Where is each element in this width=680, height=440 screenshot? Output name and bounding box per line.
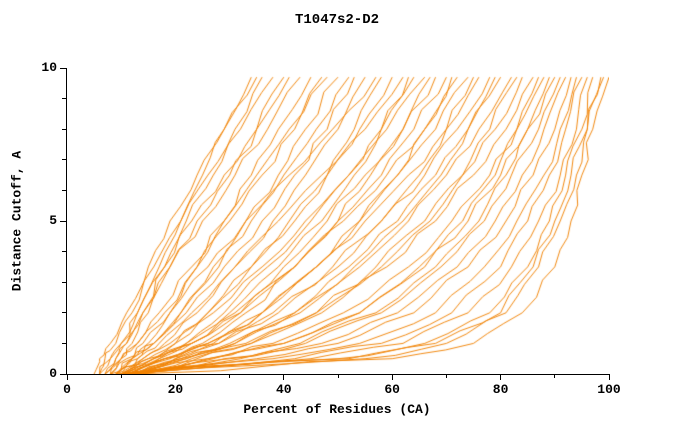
y-major-tick: [60, 67, 66, 69]
y-minor-tick: [62, 98, 66, 100]
x-major-tick: [174, 374, 176, 380]
x-tick-label: 100: [597, 382, 621, 397]
plot-area: 0 20 40 60 80 100 0 5 10: [41, 60, 620, 397]
curves-canvas: [67, 68, 609, 374]
chart-title: T1047s2-D2: [294, 12, 379, 28]
x-minor-tick: [229, 374, 231, 378]
x-major-tick: [608, 374, 610, 380]
y-minor-tick: [62, 342, 66, 344]
y-minor-tick: [62, 312, 66, 314]
y-minor-tick: [62, 189, 66, 191]
x-axis-label: Percent of Residues (CA): [243, 402, 431, 417]
x-major-tick: [500, 374, 502, 380]
y-tick-label: 10: [41, 60, 57, 75]
x-minor-tick: [120, 374, 122, 378]
x-tick-label: 80: [492, 382, 509, 397]
x-major-tick: [391, 374, 393, 380]
x-minor-tick: [445, 374, 447, 378]
y-minor-tick: [62, 281, 66, 283]
y-minor-tick: [62, 251, 66, 253]
y-tick-label: 0: [49, 366, 57, 381]
x-tick-label: 40: [275, 382, 292, 397]
x-major-tick: [66, 374, 68, 380]
y-minor-tick: [62, 159, 66, 161]
x-major-tick: [283, 374, 285, 380]
x-tick-label: 0: [63, 382, 71, 397]
y-major-tick: [60, 220, 66, 222]
y-minor-tick: [62, 128, 66, 130]
y-tick-label: 5: [49, 213, 57, 228]
x-minor-tick: [337, 374, 339, 378]
y-major-tick: [60, 373, 66, 375]
x-tick-label: 20: [167, 382, 184, 397]
x-minor-tick: [554, 374, 556, 378]
x-tick-label: 60: [384, 382, 400, 397]
